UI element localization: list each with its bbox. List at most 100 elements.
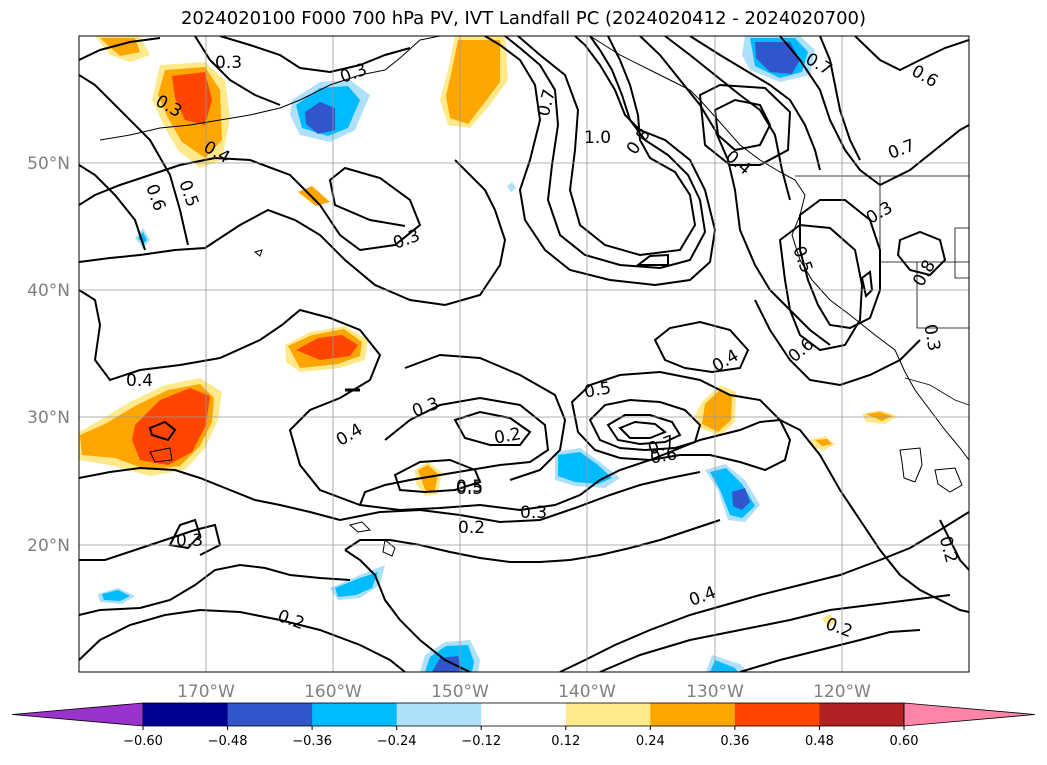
contour-line bbox=[635, 253, 669, 266]
contour-line bbox=[79, 74, 189, 246]
contour-line bbox=[559, 511, 969, 672]
contour-line bbox=[79, 608, 406, 672]
colorbar-segment bbox=[650, 703, 736, 726]
contour-line bbox=[819, 36, 861, 161]
contour-label: 0.3 bbox=[176, 531, 203, 551]
lon-label: 160°W bbox=[304, 682, 362, 702]
contour-line bbox=[939, 519, 969, 571]
lat-label: 20°N bbox=[27, 536, 70, 556]
colorbar-segment bbox=[565, 703, 651, 726]
lon-label: 120°W bbox=[813, 682, 871, 702]
coastline bbox=[253, 249, 263, 257]
contour-line bbox=[79, 159, 507, 307]
contour-line bbox=[344, 549, 471, 672]
colorbar-tick-label: −0.48 bbox=[208, 734, 248, 749]
contour-line bbox=[854, 36, 969, 72]
shade-region bbox=[432, 656, 462, 672]
shade-region bbox=[138, 232, 147, 244]
colorbar-tick-label: 0.48 bbox=[805, 734, 834, 749]
contour-label: 0.2 bbox=[493, 424, 523, 448]
colorbar-tick-label: 0.60 bbox=[890, 734, 919, 749]
contour-line bbox=[194, 36, 281, 106]
colorbar-segment bbox=[143, 703, 229, 726]
colorbar-tick-label: −0.36 bbox=[292, 734, 332, 749]
contour-label: 0.3 bbox=[215, 53, 242, 73]
contour-line bbox=[79, 37, 161, 61]
contour-line bbox=[79, 156, 422, 252]
colorbar-tick-label: 0.24 bbox=[636, 734, 665, 749]
shade-region bbox=[732, 488, 750, 510]
contour-line bbox=[453, 410, 532, 446]
shade-region bbox=[305, 102, 335, 134]
contour-line bbox=[896, 230, 947, 277]
contour-label: 0.5 bbox=[456, 479, 483, 499]
shade-region bbox=[866, 412, 892, 421]
map-title: 2024020100 F000 700 hPa PV, IVT Landfall… bbox=[180, 8, 867, 29]
coastline bbox=[899, 447, 923, 483]
contour-line bbox=[359, 396, 550, 506]
contour-line bbox=[739, 629, 921, 672]
shade-region bbox=[822, 614, 836, 628]
contour-line bbox=[570, 370, 792, 472]
contour-line bbox=[504, 36, 707, 270]
contour-line bbox=[484, 36, 717, 287]
colorbar-tick-label: −0.60 bbox=[123, 734, 163, 749]
contour-line bbox=[606, 414, 682, 446]
colorbar-tick-label: 0.36 bbox=[720, 734, 749, 749]
contour-line bbox=[713, 98, 772, 152]
contour-label: 0.3 bbox=[520, 503, 547, 523]
contour-line bbox=[79, 563, 351, 616]
colorbar-extend-high bbox=[903, 702, 1036, 727]
shade-region bbox=[702, 390, 732, 432]
shade-region bbox=[102, 590, 130, 601]
colorbar-segment bbox=[819, 703, 905, 726]
contour-line bbox=[689, 36, 821, 171]
coastline bbox=[934, 467, 963, 493]
colorbar: −0.60 −0.48 −0.36 −0.24 −0.12 0.12 0.24 0.36 0.4… bbox=[11, 702, 1036, 749]
shade-region bbox=[815, 439, 832, 446]
contour-line bbox=[339, 471, 701, 524]
shade-region bbox=[335, 572, 378, 597]
contour-line bbox=[79, 523, 222, 561]
graticule bbox=[79, 36, 969, 672]
contour-label: 0.5 bbox=[456, 477, 483, 497]
contour-line bbox=[778, 223, 864, 352]
contour-label: 0.2 bbox=[458, 518, 485, 538]
contour-line bbox=[588, 398, 702, 452]
lon-label: 130°W bbox=[686, 682, 744, 702]
lon-label: 170°W bbox=[177, 682, 235, 702]
boundary bbox=[916, 262, 969, 329]
lon-label: 150°W bbox=[431, 682, 489, 702]
contour-line bbox=[168, 518, 202, 550]
pv-contours bbox=[79, 36, 969, 672]
shaded-regions bbox=[79, 36, 898, 672]
contour-line bbox=[393, 458, 482, 494]
colorbar-segment bbox=[312, 703, 398, 726]
shade-region bbox=[172, 72, 212, 125]
colorbar-segment bbox=[396, 703, 482, 726]
colorbar-tick-label: −0.24 bbox=[377, 734, 417, 749]
shade-region bbox=[507, 182, 516, 192]
coastline bbox=[149, 447, 173, 463]
contour-line bbox=[148, 420, 177, 442]
contour-label: 1.0 bbox=[584, 128, 611, 148]
contour-line bbox=[754, 299, 921, 387]
map-frame bbox=[78, 35, 970, 673]
lon-labels: 170°W 160°W 150°W 140°W 130°W 120°W bbox=[177, 682, 871, 702]
contour-line bbox=[599, 594, 951, 672]
contour-label: 0.5 bbox=[583, 378, 613, 402]
colorbar-segment bbox=[734, 703, 820, 726]
colorbar-segment bbox=[481, 703, 567, 726]
boundary bbox=[954, 227, 969, 279]
lat-label: 30°N bbox=[27, 408, 70, 428]
contour-line bbox=[799, 199, 881, 330]
shade-region bbox=[446, 40, 500, 124]
colorbar-tick-label: 0.12 bbox=[551, 734, 580, 749]
shade-region bbox=[710, 660, 738, 672]
lon-label: 140°W bbox=[558, 682, 616, 702]
contour-label: 0.4 bbox=[126, 371, 153, 391]
contour-line bbox=[517, 36, 697, 257]
shade-region bbox=[558, 452, 612, 484]
contour-line bbox=[618, 420, 667, 439]
